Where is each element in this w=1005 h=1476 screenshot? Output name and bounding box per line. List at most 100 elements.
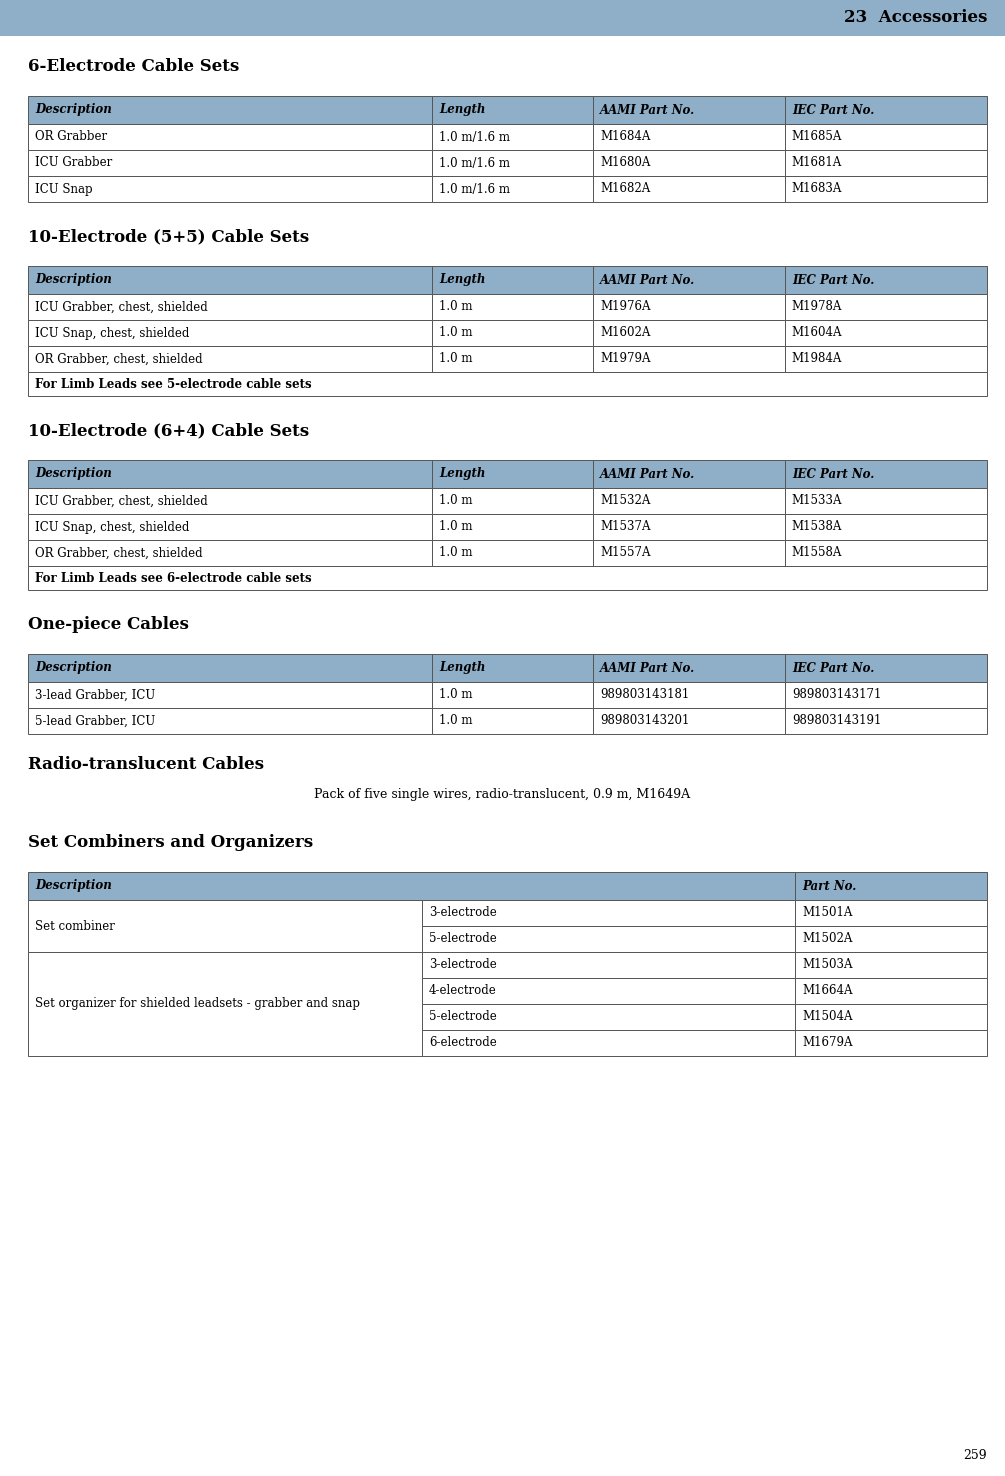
- Text: M1683A: M1683A: [792, 183, 842, 195]
- Text: 1.0 m: 1.0 m: [439, 521, 472, 533]
- Bar: [432, 461, 593, 489]
- Text: 1.0 m: 1.0 m: [439, 714, 472, 728]
- Text: M1532A: M1532A: [600, 494, 650, 508]
- Bar: [28, 514, 432, 540]
- Bar: [28, 872, 795, 900]
- Text: M1557A: M1557A: [600, 546, 650, 559]
- Text: 10-Electrode (6+4) Cable Sets: 10-Electrode (6+4) Cable Sets: [28, 422, 310, 438]
- Bar: [0, 0, 1005, 35]
- Text: 989803143191: 989803143191: [792, 714, 881, 728]
- Text: 3-lead Grabber, ICU: 3-lead Grabber, ICU: [35, 688, 155, 701]
- Text: 1.0 m/1.6 m: 1.0 m/1.6 m: [439, 130, 511, 143]
- Text: For Limb Leads see 5-electrode cable sets: For Limb Leads see 5-electrode cable set…: [35, 378, 312, 391]
- Text: ICU Grabber: ICU Grabber: [35, 156, 113, 170]
- Bar: [28, 682, 432, 708]
- Bar: [785, 461, 987, 489]
- Text: 6-Electrode Cable Sets: 6-Electrode Cable Sets: [28, 58, 239, 75]
- Text: M1684A: M1684A: [600, 130, 650, 143]
- Text: ICU Snap: ICU Snap: [35, 183, 92, 195]
- Bar: [593, 266, 785, 294]
- Text: IEC Part No.: IEC Part No.: [792, 273, 874, 286]
- Text: M1681A: M1681A: [792, 156, 842, 170]
- Text: Set Combiners and Organizers: Set Combiners and Organizers: [28, 834, 314, 852]
- Bar: [422, 979, 795, 1004]
- Text: M1533A: M1533A: [792, 494, 842, 508]
- Bar: [28, 372, 987, 396]
- Bar: [422, 952, 795, 979]
- Bar: [432, 151, 593, 176]
- Bar: [593, 514, 785, 540]
- Text: 5-lead Grabber, ICU: 5-lead Grabber, ICU: [35, 714, 155, 728]
- Bar: [432, 96, 593, 124]
- Text: Set combiner: Set combiner: [35, 920, 115, 933]
- Text: M1602A: M1602A: [600, 326, 650, 339]
- Text: AAMI Part No.: AAMI Part No.: [600, 103, 695, 117]
- Bar: [432, 540, 593, 565]
- Text: 259: 259: [964, 1449, 987, 1463]
- Bar: [432, 266, 593, 294]
- Bar: [28, 654, 432, 682]
- Text: 23  Accessories: 23 Accessories: [843, 9, 987, 27]
- Bar: [432, 654, 593, 682]
- Bar: [785, 708, 987, 734]
- Text: M1979A: M1979A: [600, 353, 650, 366]
- Bar: [593, 151, 785, 176]
- Text: M1504A: M1504A: [802, 1011, 852, 1023]
- Bar: [785, 176, 987, 202]
- Bar: [28, 176, 432, 202]
- Text: Length: Length: [439, 468, 485, 481]
- Text: 3-electrode: 3-electrode: [429, 906, 496, 920]
- Text: AAMI Part No.: AAMI Part No.: [600, 468, 695, 481]
- Bar: [432, 489, 593, 514]
- Bar: [795, 900, 987, 925]
- Text: Pack of five single wires, radio-translucent, 0.9 m, M1649A: Pack of five single wires, radio-translu…: [315, 788, 690, 801]
- Bar: [785, 654, 987, 682]
- Text: M1976A: M1976A: [600, 301, 650, 313]
- Text: 4-electrode: 4-electrode: [429, 984, 496, 998]
- Text: M1679A: M1679A: [802, 1036, 852, 1049]
- Text: 10-Electrode (5+5) Cable Sets: 10-Electrode (5+5) Cable Sets: [28, 227, 310, 245]
- Bar: [432, 320, 593, 345]
- Bar: [28, 345, 432, 372]
- Bar: [422, 925, 795, 952]
- Text: M1682A: M1682A: [600, 183, 650, 195]
- Bar: [28, 320, 432, 345]
- Text: 989803143171: 989803143171: [792, 688, 881, 701]
- Bar: [593, 654, 785, 682]
- Bar: [28, 96, 432, 124]
- Text: Set organizer for shielded leadsets - grabber and snap: Set organizer for shielded leadsets - gr…: [35, 998, 360, 1011]
- Bar: [432, 294, 593, 320]
- Text: OR Grabber, chest, shielded: OR Grabber, chest, shielded: [35, 353, 203, 366]
- Bar: [593, 461, 785, 489]
- Text: ICU Snap, chest, shielded: ICU Snap, chest, shielded: [35, 521, 189, 533]
- Bar: [593, 345, 785, 372]
- Text: 1.0 m: 1.0 m: [439, 326, 472, 339]
- Text: IEC Part No.: IEC Part No.: [792, 103, 874, 117]
- Bar: [785, 96, 987, 124]
- Text: Description: Description: [35, 468, 112, 481]
- Bar: [28, 294, 432, 320]
- Text: Part No.: Part No.: [802, 880, 856, 893]
- Text: 1.0 m: 1.0 m: [439, 546, 472, 559]
- Bar: [28, 540, 432, 565]
- Text: Description: Description: [35, 273, 112, 286]
- Text: M1685A: M1685A: [792, 130, 842, 143]
- Bar: [593, 176, 785, 202]
- Bar: [593, 124, 785, 151]
- Bar: [795, 1030, 987, 1055]
- Bar: [795, 872, 987, 900]
- Bar: [785, 514, 987, 540]
- Text: M1503A: M1503A: [802, 958, 852, 971]
- Text: One-piece Cables: One-piece Cables: [28, 615, 189, 633]
- Bar: [795, 1004, 987, 1030]
- Bar: [432, 514, 593, 540]
- Bar: [28, 266, 432, 294]
- Bar: [432, 708, 593, 734]
- Bar: [795, 925, 987, 952]
- Text: 5-electrode: 5-electrode: [429, 1011, 496, 1023]
- Text: M1538A: M1538A: [792, 521, 842, 533]
- Bar: [785, 682, 987, 708]
- Text: AAMI Part No.: AAMI Part No.: [600, 273, 695, 286]
- Bar: [785, 294, 987, 320]
- Bar: [28, 565, 987, 590]
